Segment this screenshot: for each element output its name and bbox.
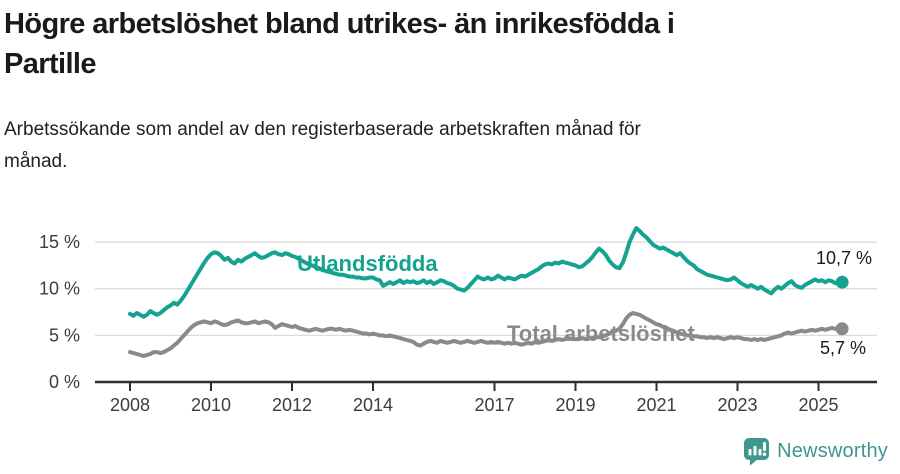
newsworthy-logo-text: Newsworthy (777, 440, 888, 462)
page-title-line1: Högre arbetslöshet bland utrikes- än inr… (4, 8, 675, 40)
y-axis-label: 0 % (49, 372, 80, 392)
x-axis-label: 2010 (191, 395, 231, 415)
series-label-total-arbetsloshet: Total arbetslöshet (507, 321, 695, 346)
y-axis-label: 10 % (39, 279, 80, 299)
x-axis-label: 2025 (798, 395, 838, 415)
page-subtitle-line2: månad. (4, 151, 68, 172)
page-title-line2: Partille (4, 48, 97, 80)
series-label-utlandsfodda: Utlandsfödda (297, 251, 438, 276)
y-axis-label: 15 % (39, 232, 80, 252)
series-end-dot-0 (835, 275, 849, 289)
newsworthy-logo[interactable]: Newsworthy (743, 437, 888, 466)
page-title: Högre arbetslöshet bland utrikes- än inr… (4, 4, 884, 84)
series-line-0 (128, 226, 845, 319)
end-value-label-total: 5,7 % (820, 338, 867, 358)
page-subtitle-line1: Arbetssökande som andel av den registerb… (4, 119, 641, 140)
series-line-1 (128, 311, 845, 358)
x-axis-label: 2008 (110, 395, 150, 415)
bar-chart-speech-bubble-icon (744, 438, 770, 466)
x-axis-label: 2012 (272, 395, 312, 415)
series-end-dot-1 (835, 322, 849, 336)
end-value-label-utlandsfodda: 10,7 % (816, 248, 873, 268)
x-axis-label: 2023 (717, 395, 757, 415)
y-axis-label: 5 % (49, 325, 80, 345)
x-axis-label: 2021 (636, 395, 676, 415)
page-subtitle: Arbetssökande som andel av den registerb… (4, 114, 864, 178)
x-axis-label: 2019 (555, 395, 595, 415)
x-axis-label: 2017 (474, 395, 514, 415)
x-axis-label: 2014 (353, 395, 393, 415)
